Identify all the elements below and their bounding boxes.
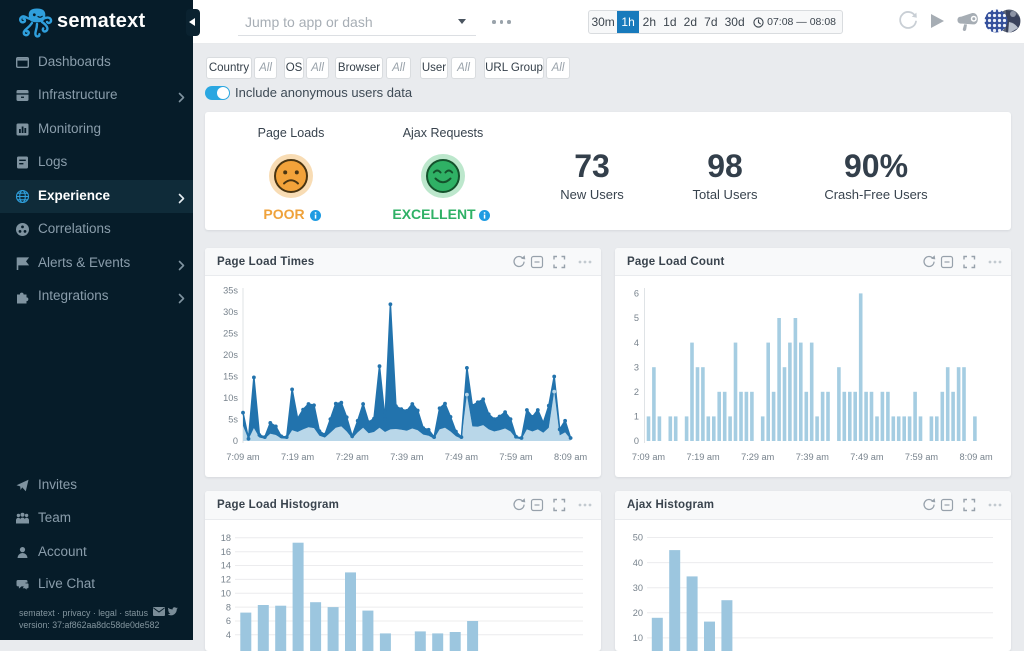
svg-text:10: 10	[633, 633, 643, 643]
svg-text:6: 6	[634, 289, 639, 299]
svg-text:35s: 35s	[223, 286, 238, 296]
svg-text:0: 0	[233, 436, 238, 446]
svg-text:7:39 am: 7:39 am	[390, 452, 424, 462]
svg-text:25s: 25s	[223, 329, 238, 339]
svg-text:7:59 am: 7:59 am	[905, 452, 939, 462]
svg-text:5: 5	[634, 313, 639, 323]
svg-text:10s: 10s	[223, 393, 238, 403]
svg-text:20: 20	[633, 608, 643, 618]
svg-text:14: 14	[221, 561, 231, 571]
svg-text:7:59 am: 7:59 am	[499, 452, 533, 462]
svg-text:7:29 am: 7:29 am	[741, 452, 775, 462]
svg-text:8: 8	[226, 602, 231, 612]
svg-text:4: 4	[634, 338, 639, 348]
svg-text:18: 18	[221, 533, 231, 543]
svg-text:30: 30	[633, 583, 643, 593]
svg-text:3: 3	[634, 362, 639, 372]
svg-text:7:19 am: 7:19 am	[281, 452, 315, 462]
svg-text:8:09 am: 8:09 am	[554, 452, 588, 462]
svg-text:20s: 20s	[223, 350, 238, 360]
svg-text:6: 6	[226, 616, 231, 626]
svg-text:40: 40	[633, 558, 643, 568]
svg-text:30s: 30s	[223, 307, 238, 317]
svg-text:7:09 am: 7:09 am	[226, 452, 260, 462]
svg-text:16: 16	[221, 547, 231, 557]
svg-text:1: 1	[634, 412, 639, 422]
svg-text:5s: 5s	[228, 415, 238, 425]
svg-text:7:39 am: 7:39 am	[796, 452, 830, 462]
svg-text:7:09 am: 7:09 am	[632, 452, 666, 462]
svg-text:12: 12	[221, 575, 231, 585]
svg-text:7:49 am: 7:49 am	[445, 452, 479, 462]
svg-text:7:19 am: 7:19 am	[686, 452, 720, 462]
svg-text:10: 10	[221, 588, 231, 598]
svg-text:7:49 am: 7:49 am	[850, 452, 884, 462]
svg-text:50: 50	[633, 533, 643, 543]
svg-text:7:29 am: 7:29 am	[336, 452, 370, 462]
svg-text:2: 2	[634, 387, 639, 397]
svg-text:0: 0	[634, 436, 639, 446]
svg-text:15s: 15s	[223, 372, 238, 382]
svg-text:8:09 am: 8:09 am	[959, 452, 993, 462]
svg-text:4: 4	[226, 630, 231, 640]
